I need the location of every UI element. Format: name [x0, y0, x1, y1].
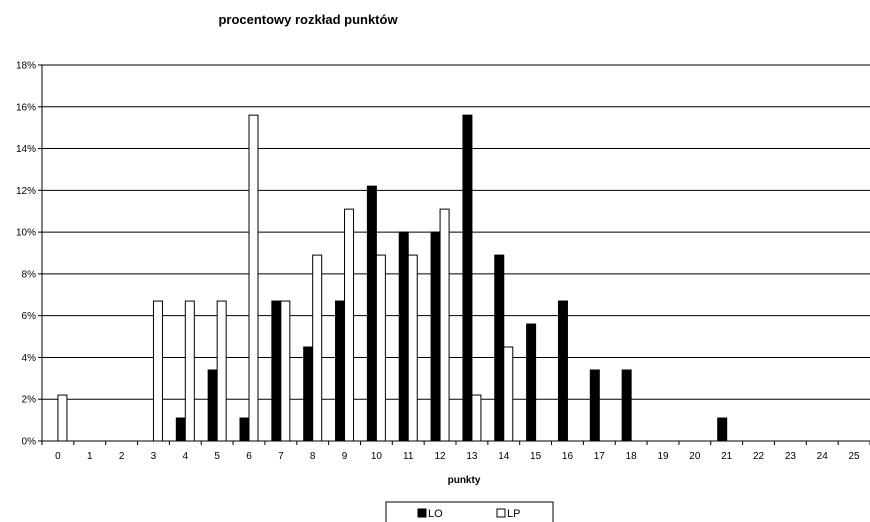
bar-lp-8 — [312, 254, 323, 442]
x-tick-label: 16 — [562, 451, 574, 462]
bar-lo-12 — [430, 231, 441, 442]
bar-lp-0 — [57, 394, 68, 442]
y-tick-label: 0% — [22, 437, 37, 448]
y-tick-label: 4% — [22, 353, 37, 364]
legend-box — [385, 501, 554, 522]
y-tick-label: 2% — [22, 395, 37, 406]
bar-lo-21 — [717, 417, 728, 442]
bar-lo-17 — [589, 369, 600, 442]
x-tick-label: 3 — [151, 451, 157, 462]
bar-lo-10 — [366, 185, 377, 442]
bar-lo-15 — [526, 323, 537, 442]
bar-lo-4 — [175, 417, 186, 442]
y-tick-label: 12% — [16, 186, 36, 197]
legend-swatch-lp — [496, 508, 506, 518]
chart-title: procentowy rozkład punktów — [218, 12, 398, 27]
x-tick-label: 10 — [371, 451, 383, 462]
x-tick-label: 11 — [403, 451, 414, 462]
bar-lo-11 — [398, 231, 409, 442]
legend-label-lo: LO — [428, 508, 443, 520]
bar-lp-5 — [216, 300, 227, 442]
bar-lo-6 — [239, 417, 250, 442]
x-tick-label: 1 — [87, 451, 93, 462]
x-axis-title: punkty — [448, 475, 481, 486]
x-tick-label: 0 — [55, 451, 61, 462]
x-tick-label: 14 — [498, 451, 510, 462]
bars — [57, 114, 728, 442]
x-tick-label: 2 — [119, 451, 125, 462]
bar-lp-6 — [248, 114, 259, 442]
x-tick-label: 18 — [626, 451, 638, 462]
bar-lp-9 — [344, 208, 355, 442]
x-tick-label: 12 — [435, 451, 447, 462]
bar-lo-7 — [271, 300, 282, 442]
bar-lo-16 — [557, 300, 568, 442]
axes: 0%2%4%6%8%10%12%14%16%18%0 1 2 3 4 5 6 7 8 9 10 11 1… — [16, 61, 870, 462]
y-tick-label: 14% — [16, 144, 36, 155]
legend-swatch-lo — [417, 508, 427, 518]
bar-lo-5 — [207, 369, 218, 442]
x-tick-label: 23 — [785, 451, 797, 462]
y-tick-label: 16% — [16, 102, 36, 113]
bar-lp-3 — [152, 300, 163, 442]
x-tick-label: 8 — [310, 451, 316, 462]
x-tick-label: 9 — [342, 451, 348, 462]
x-tick-label: 22 — [753, 451, 765, 462]
legend: LO LP — [385, 501, 554, 522]
y-tick-label: 18% — [16, 61, 36, 72]
x-tick-label: 15 — [530, 451, 542, 462]
bar-lp-4 — [184, 300, 195, 442]
bar-lp-12 — [439, 208, 450, 442]
grid — [42, 64, 870, 400]
y-tick-label: 6% — [22, 311, 37, 322]
bar-lp-13 — [471, 394, 482, 442]
bar-lp-10 — [375, 254, 386, 442]
x-tick-label: 4 — [183, 451, 189, 462]
x-tick-label: 25 — [849, 451, 861, 462]
bar-lo-18 — [621, 369, 632, 442]
x-tick-label: 19 — [657, 451, 669, 462]
bar-lo-14 — [494, 254, 505, 442]
bar-lo-13 — [462, 114, 473, 442]
bar-lp-14 — [503, 346, 514, 442]
bar-lo-8 — [303, 346, 314, 442]
x-tick-label: 20 — [689, 451, 701, 462]
bar-lp-11 — [407, 254, 418, 442]
y-tick-label: 8% — [22, 269, 37, 280]
x-tick-label: 13 — [466, 451, 478, 462]
y-tick-label: 10% — [16, 228, 36, 239]
x-tick-label: 7 — [278, 451, 284, 462]
x-tick-label: 6 — [246, 451, 252, 462]
x-tick-label: 5 — [214, 451, 220, 462]
legend-label-lp: LP — [507, 508, 520, 520]
x-tick-label: 24 — [817, 451, 829, 462]
x-tick-label: 17 — [594, 451, 606, 462]
x-tick-label: 21 — [721, 451, 733, 462]
bar-lo-9 — [335, 300, 346, 442]
bar-lp-7 — [280, 300, 291, 442]
